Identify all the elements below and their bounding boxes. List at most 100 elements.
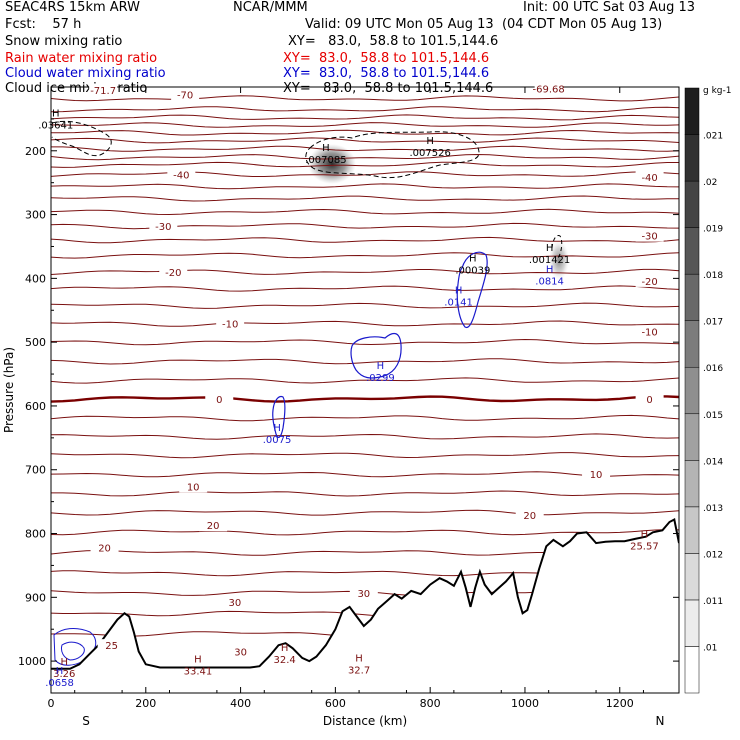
isotherm-line (51, 285, 679, 292)
ice-contour (551, 235, 563, 259)
isotherm-line (51, 153, 679, 161)
isotherm-label: 20 (523, 511, 536, 522)
maximum-marker: H (52, 109, 60, 120)
colorbar-label: .012 (703, 550, 723, 560)
maximum-marker: H (377, 361, 385, 372)
y-axis-title: Pressure (hPa) (2, 347, 16, 433)
isotherm-line (51, 161, 679, 168)
isotherm-label: 0 (216, 395, 222, 406)
isotherm-label: -20 (165, 268, 181, 279)
maximum-value-label: .001421 (529, 255, 570, 266)
colorbar-label: .016 (703, 364, 723, 374)
terrain-layer (51, 517, 679, 693)
isotherm-label-bg (220, 595, 249, 608)
maximum-marker: H (322, 143, 330, 154)
y-tick-label: 500 (25, 336, 46, 349)
colorbar-segment (684, 366, 700, 415)
isotherm-line (51, 452, 679, 459)
isotherm-label: -69.68 (533, 84, 565, 95)
colorbar-label: .015 (703, 411, 723, 421)
x-tick-label: 0 (48, 697, 55, 710)
isotherm-label-bg (534, 82, 563, 95)
terrain-mask (51, 519, 679, 693)
colorbar-label: .011 (703, 597, 723, 607)
isotherm-line (51, 122, 679, 128)
isotherm-label-bg (635, 325, 664, 338)
snow-contour-center (305, 131, 480, 179)
isotherm-label-bg (226, 645, 255, 658)
field-snow-xy: XY= 83.0, 58.8 to 101.5,144.6 (288, 34, 499, 49)
isotherm-label-bg (199, 519, 228, 532)
maximum-marker: H (61, 657, 69, 668)
isotherm-label-bg (515, 509, 544, 522)
isotherm-label-bg (171, 88, 200, 101)
isotherm-label-bg (582, 468, 611, 481)
isotherm-line (51, 302, 679, 309)
maximum-value-label: .0814 (535, 276, 564, 287)
colorbar-label: .021 (703, 132, 723, 142)
colorbar-segment (684, 413, 700, 461)
maximum-value-label: .03641 (38, 121, 73, 132)
isotherm-label-bg (635, 229, 664, 242)
maximum-marker: H (455, 285, 463, 296)
colorbar-segment (684, 460, 700, 508)
snow-shading-max (308, 144, 356, 184)
maximum-marker: H (426, 136, 434, 147)
isotherm-label: -30 (641, 232, 657, 243)
field-rain-xy: XY= 83.0, 58.8 to 101.5,144.6 (283, 51, 490, 66)
isotherm-label: -70 (177, 91, 193, 102)
cloud-water-contour-600 (272, 395, 286, 438)
isotherm-line (51, 137, 679, 144)
colorbar-segment (684, 87, 700, 135)
field-rain-name: Rain water mixing ratio (5, 51, 158, 66)
maximum-value-label: 25.57 (630, 542, 659, 553)
colorbar-segment (684, 553, 700, 601)
maximum-value-label: .0141 (444, 297, 473, 308)
colorbar-segment (684, 320, 700, 368)
north-label: N (656, 714, 665, 728)
isotherm-label: 20 (207, 521, 220, 532)
isotherm-line (51, 320, 679, 327)
snow-contour-upper-left (51, 120, 112, 157)
maximum-value-label: .007526 (409, 148, 450, 159)
isotherm-line (51, 106, 679, 113)
isotherm-line (51, 414, 679, 422)
isotherm-line (51, 222, 679, 230)
isotherm-line (51, 114, 679, 121)
isotherm-label-bg (216, 317, 245, 330)
terrain-profile (51, 517, 679, 670)
maximum-value-label: .0658 (45, 678, 74, 689)
y-tick-label: 400 (25, 272, 46, 285)
model-title: SEAC4RS 15km ARW (5, 0, 141, 15)
x-tick-label: 1200 (606, 697, 634, 710)
x-tick-label: 200 (135, 697, 156, 710)
isotherm-line (51, 208, 679, 216)
maximum-value-label: .00039 (455, 265, 490, 276)
isotherm-label-bg (149, 220, 178, 233)
isotherm-line (51, 129, 679, 136)
colorbar-label: .017 (703, 318, 723, 328)
x-axis-title: Distance (km) (323, 714, 407, 728)
isotherm-label: -71.7 (90, 86, 116, 97)
maximum-marker: H (641, 530, 649, 541)
y-tick-label: 800 (25, 528, 46, 541)
colorbar-segment (684, 599, 700, 647)
maximum-marker: H (355, 653, 363, 664)
colorbar-segment (684, 506, 700, 554)
isotherm-label-bg (179, 480, 208, 493)
isotherm-label: 10 (187, 482, 200, 493)
maximum-value-label: .0299 (366, 373, 395, 384)
maximum-value-label: .007085 (305, 155, 346, 166)
isotherm-label-bg (635, 392, 664, 405)
colorbar-segment (684, 646, 700, 694)
isotherm-label: -20 (641, 277, 657, 288)
isotherm-label-bg (159, 265, 188, 278)
isotherm-line (51, 471, 679, 478)
isotherm-line (51, 268, 679, 275)
forecast-hour: Fcst: 57 h (5, 17, 82, 32)
isotherm-label: 20 (98, 544, 111, 555)
isotherm-label-bg (349, 586, 378, 599)
field-cloudice-xy: XY= 83.0, 58.8 to 101.5,144.6 (283, 81, 494, 96)
y-tick-label: 600 (25, 400, 46, 413)
